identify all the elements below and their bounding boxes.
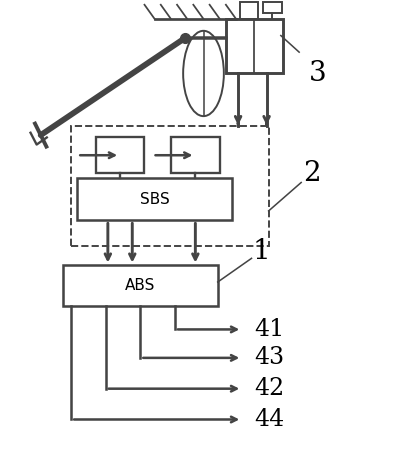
Text: 43: 43 xyxy=(254,346,284,369)
Text: 41: 41 xyxy=(254,318,284,341)
Text: SBS: SBS xyxy=(140,191,170,207)
Bar xyxy=(77,178,232,220)
Text: 42: 42 xyxy=(254,377,284,400)
Text: 2: 2 xyxy=(303,160,321,186)
Bar xyxy=(226,19,283,73)
Text: 3: 3 xyxy=(309,60,327,87)
Bar xyxy=(240,2,258,19)
Text: 1: 1 xyxy=(252,238,270,264)
Bar xyxy=(96,137,144,173)
Text: 44: 44 xyxy=(254,408,284,431)
Bar xyxy=(171,137,220,173)
Bar xyxy=(63,265,218,306)
Bar xyxy=(263,2,282,13)
Bar xyxy=(71,126,269,246)
Text: ABS: ABS xyxy=(125,278,155,293)
